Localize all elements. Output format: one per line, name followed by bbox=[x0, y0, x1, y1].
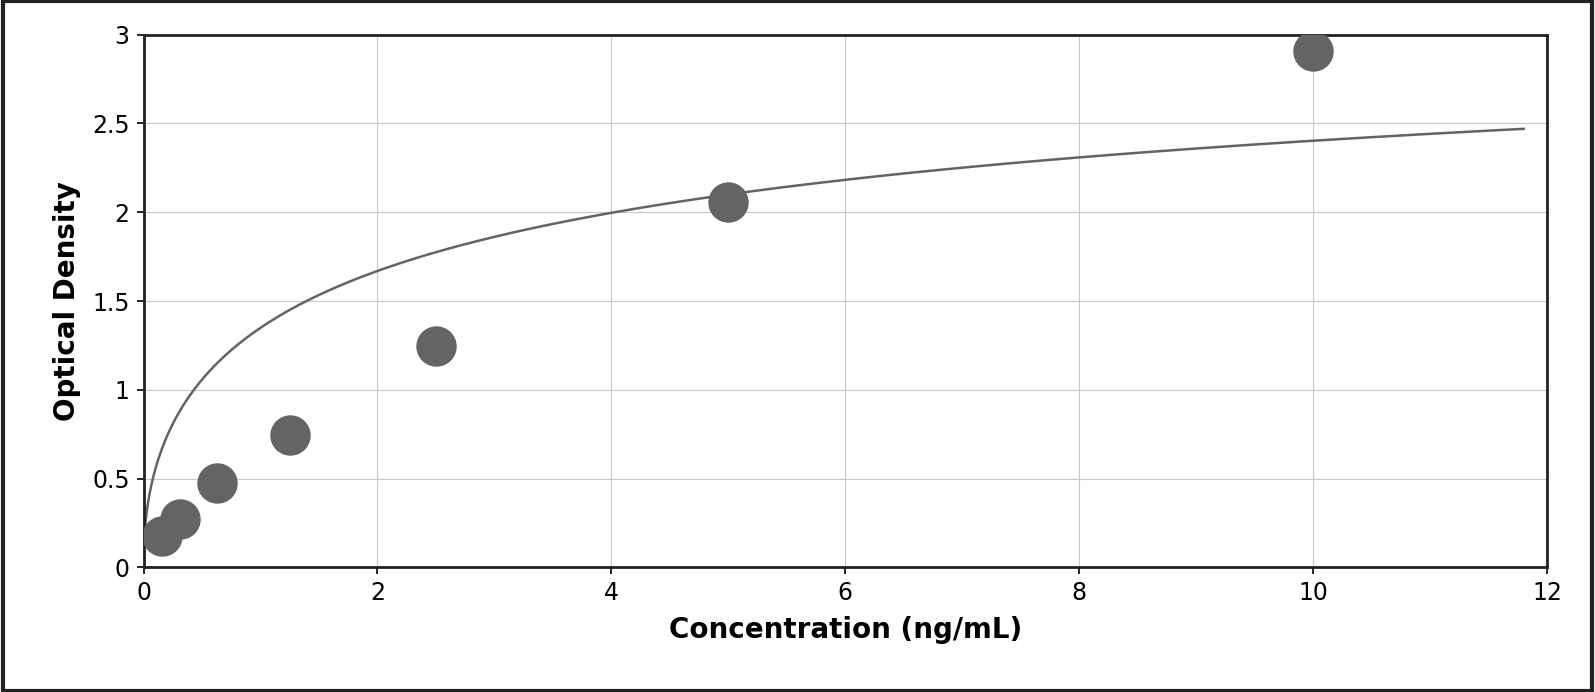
Y-axis label: Optical Density: Optical Density bbox=[53, 181, 81, 421]
Point bbox=[278, 430, 303, 441]
X-axis label: Concentration (ng/mL): Concentration (ng/mL) bbox=[668, 617, 1022, 644]
Point bbox=[204, 477, 230, 489]
Point bbox=[423, 340, 448, 352]
Point bbox=[148, 531, 174, 542]
Point bbox=[1300, 45, 1325, 56]
Point bbox=[167, 514, 193, 525]
Point bbox=[716, 196, 742, 207]
